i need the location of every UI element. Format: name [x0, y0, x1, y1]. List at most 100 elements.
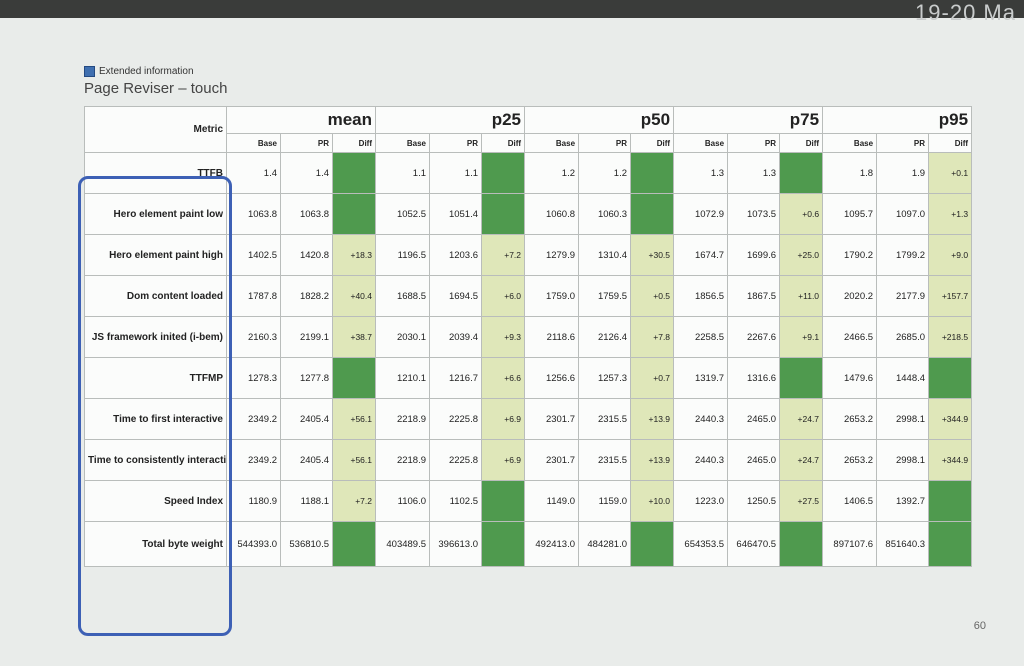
- cell-base: 2030.1: [375, 316, 430, 358]
- subheader-pr: PR: [578, 133, 632, 153]
- metric-name: Dom content loaded: [84, 275, 227, 317]
- cell-diff: +0.1: [928, 152, 973, 194]
- cell-base: 1790.2: [822, 234, 878, 276]
- table-row: Hero element paint low 1063.8 1063.8 1052.5…: [84, 193, 973, 235]
- cell-pr: 2465.0: [727, 439, 781, 481]
- cell-diff: +157.7: [928, 275, 973, 317]
- cell-base: 1210.1: [375, 357, 430, 399]
- cell-base: 2301.7: [524, 439, 580, 481]
- cell-pr: 1257.3: [578, 357, 632, 399]
- subheader-base: Base: [524, 133, 580, 153]
- metric-name: TTFB: [84, 152, 227, 194]
- cell-diff: +6.9: [480, 398, 526, 440]
- cell-base: 2349.2: [226, 398, 281, 440]
- presentation-slide: Extended information Page Reviser – touc…: [0, 18, 1024, 666]
- metric-name: Time to consistently interactive: [84, 439, 227, 481]
- cell-base: 2258.5: [673, 316, 729, 358]
- cell-base: 2349.2: [226, 439, 281, 481]
- cell-diff: +7.2: [332, 480, 376, 522]
- table-row: Dom content loaded 1787.8 1828.2 +40.4 1688.…: [84, 275, 973, 317]
- group-header-p75: p75: [673, 106, 824, 134]
- cell-pr: 2177.9: [876, 275, 930, 317]
- cell-base: 1060.8: [524, 193, 580, 235]
- cell-pr: 484281.0: [578, 521, 632, 567]
- metrics-table: Metric mean p25 p50 p75 p95 Base PR Diff Base PR Di…: [84, 106, 973, 567]
- cell-diff: +9.0: [928, 234, 973, 276]
- cell-diff: +25.0: [779, 234, 824, 276]
- cell-pr: 1277.8: [280, 357, 333, 399]
- subheader-base: Base: [822, 133, 878, 153]
- cell-pr: 1188.1: [280, 480, 333, 522]
- cell-pr: 646470.5: [727, 521, 781, 567]
- cell-pr: 2315.5: [578, 439, 632, 481]
- cell-base: 1674.7: [673, 234, 729, 276]
- subheader-pr: PR: [429, 133, 482, 153]
- group-header-p50: p50: [524, 106, 675, 134]
- cell-pr: 1699.6: [727, 234, 781, 276]
- cell-base: 1196.5: [375, 234, 430, 276]
- cell-base: 1688.5: [375, 275, 430, 317]
- checkbox-icon[interactable]: [84, 66, 95, 77]
- cell-diff: +9.3: [480, 316, 526, 358]
- cell-base: 1479.6: [822, 357, 878, 399]
- group-header-p95: p95: [822, 106, 973, 134]
- cell-pr: 2039.4: [429, 316, 482, 358]
- cell-diff: +1.3: [928, 193, 973, 235]
- cell-pr: 1316.6: [727, 357, 781, 399]
- subheader-diff: Diff: [332, 133, 376, 153]
- cell-pr: 2998.1: [876, 398, 930, 440]
- cell-base: 2440.3: [673, 439, 729, 481]
- cell-pr: 2465.0: [727, 398, 781, 440]
- cell-base: 1278.3: [226, 357, 281, 399]
- cell-diff: +30.5: [630, 234, 675, 276]
- cell-base: 1063.8: [226, 193, 281, 235]
- cell-diff: [480, 193, 526, 235]
- cell-pr: 2998.1: [876, 439, 930, 481]
- cell-pr: 1102.5: [429, 480, 482, 522]
- subheader-base: Base: [673, 133, 729, 153]
- metric-name: Speed Index: [84, 480, 227, 522]
- cell-base: 2118.6: [524, 316, 580, 358]
- group-header-p25: p25: [374, 106, 526, 134]
- metric-name: Hero element paint low: [84, 193, 227, 235]
- subheader-pr: PR: [876, 133, 930, 153]
- cell-pr: 1250.5: [727, 480, 781, 522]
- cell-diff: [332, 193, 376, 235]
- cell-pr: 2267.6: [727, 316, 781, 358]
- cell-diff: [779, 152, 824, 194]
- subheader-base: Base: [226, 133, 281, 153]
- cell-diff: +18.3: [332, 234, 376, 276]
- cell-base: 2653.2: [822, 439, 878, 481]
- cell-diff: +9.1: [779, 316, 824, 358]
- cell-base: 1406.5: [822, 480, 878, 522]
- cell-pr: 1392.7: [876, 480, 930, 522]
- cell-pr: 1060.3: [578, 193, 632, 235]
- cell-pr: 1216.7: [429, 357, 482, 399]
- metric-column-header: Metric: [84, 106, 227, 153]
- extended-information-toggle[interactable]: Extended information: [84, 66, 194, 77]
- cell-diff: +6.0: [480, 275, 526, 317]
- cell-diff: [928, 480, 973, 522]
- cell-base: 2218.9: [375, 398, 430, 440]
- cell-pr: 1.4: [280, 152, 333, 194]
- subheader-diff: Diff: [630, 133, 675, 153]
- cell-pr: 2126.4: [578, 316, 632, 358]
- cell-diff: +344.9: [928, 439, 973, 481]
- cell-diff: +7.2: [480, 234, 526, 276]
- screen-corner-text: 19-20 Ma: [915, 0, 1016, 25]
- cell-diff: +10.0: [630, 480, 675, 522]
- table-row: TTFB 1.4 1.4 1.1 1.1 1.2 1.2 1.3 1.3 1.8 1.9 +0.1: [84, 152, 973, 194]
- page-title: Page Reviser – touch: [84, 80, 228, 97]
- cell-diff: +13.9: [630, 398, 675, 440]
- cell-pr: 1.9: [876, 152, 930, 194]
- cell-diff: +40.4: [332, 275, 376, 317]
- cell-base: 1149.0: [524, 480, 580, 522]
- cell-pr: 1.2: [578, 152, 632, 194]
- cell-diff: +7.8: [630, 316, 675, 358]
- cell-base: 1.4: [226, 152, 281, 194]
- cell-pr: 1420.8: [280, 234, 333, 276]
- subheader-pr: PR: [727, 133, 781, 153]
- cell-base: 492413.0: [524, 521, 580, 567]
- cell-pr: 2405.4: [280, 439, 333, 481]
- cell-pr: 2199.1: [280, 316, 333, 358]
